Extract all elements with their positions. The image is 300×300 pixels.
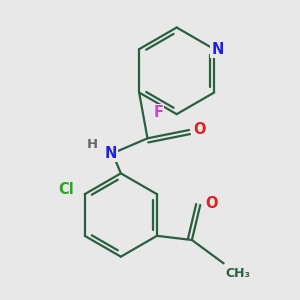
Text: O: O [194,122,206,137]
Text: Cl: Cl [58,182,74,197]
Text: N: N [211,42,224,57]
Text: N: N [105,146,117,161]
Text: O: O [206,196,218,211]
Text: CH₃: CH₃ [225,267,250,280]
Text: F: F [153,105,163,120]
Text: H: H [87,139,98,152]
